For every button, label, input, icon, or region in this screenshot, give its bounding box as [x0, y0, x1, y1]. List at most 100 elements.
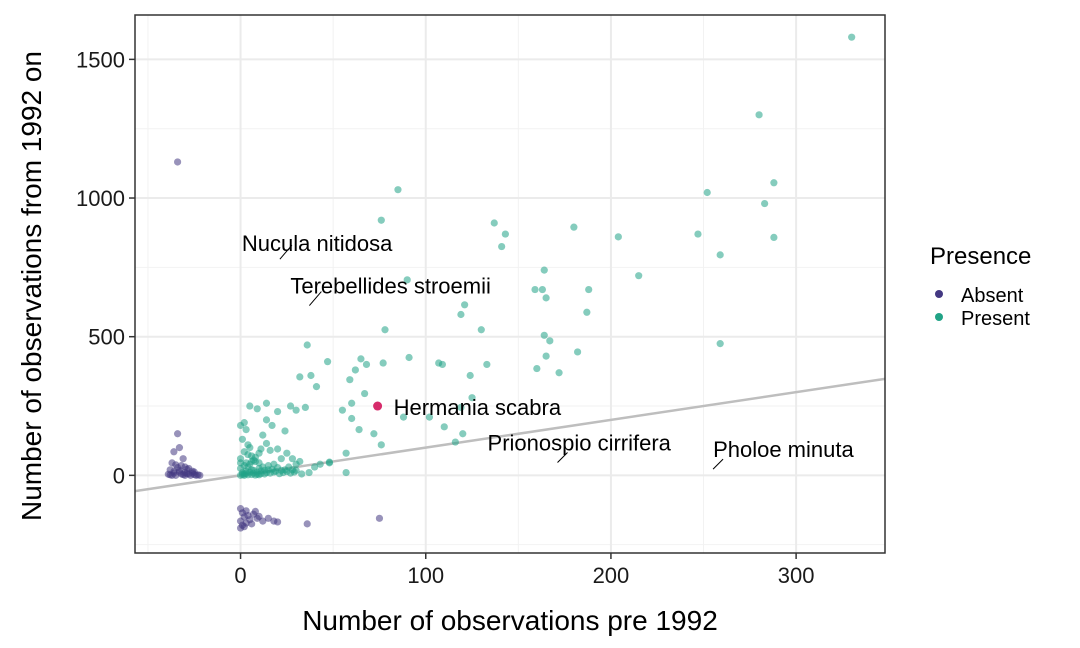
point-absent — [274, 518, 281, 525]
point-present — [239, 436, 246, 443]
point-absent — [191, 468, 198, 475]
point-present — [533, 365, 540, 372]
annotation-label: Prionospio cirrifera — [488, 430, 672, 455]
point-present — [394, 186, 401, 193]
point-absent — [170, 448, 177, 455]
point-present — [378, 217, 385, 224]
point-present — [546, 337, 553, 344]
point-present — [255, 459, 262, 466]
point-present — [370, 430, 377, 437]
point-present — [257, 445, 264, 452]
annotation-label: Hermania scabra — [394, 395, 562, 420]
point-present — [541, 332, 548, 339]
point-present — [281, 427, 288, 434]
point-absent — [165, 471, 172, 478]
point-present — [283, 450, 290, 457]
point-absent — [254, 515, 261, 522]
point-present — [348, 400, 355, 407]
point-present — [361, 390, 368, 397]
point-present — [268, 422, 275, 429]
legend-key-absent — [935, 290, 943, 298]
point-present — [244, 441, 251, 448]
point-present — [761, 200, 768, 207]
point-present — [263, 400, 270, 407]
point-present — [694, 230, 701, 237]
point-absent — [183, 470, 190, 477]
point-present — [343, 469, 350, 476]
point-present — [278, 455, 285, 462]
point-present — [405, 354, 412, 361]
point-present — [483, 361, 490, 368]
legend-label-absent: Absent — [961, 285, 1024, 307]
point-present — [363, 361, 370, 368]
point-present — [717, 340, 724, 347]
annotation-label: Nucula nitidosa — [242, 231, 393, 256]
legend-key-present — [935, 313, 943, 321]
point-present — [770, 234, 777, 241]
legend: Presence Absent Present — [930, 243, 1031, 330]
point-present — [635, 272, 642, 279]
y-tick-label: 0 — [113, 463, 125, 488]
point-present — [274, 445, 281, 452]
point-present — [352, 366, 359, 373]
y-tick-label: 500 — [88, 325, 125, 350]
point-present — [441, 423, 448, 430]
point-present — [346, 376, 353, 383]
x-tick-label: 100 — [407, 563, 444, 588]
point-present — [378, 441, 385, 448]
point-present — [380, 359, 387, 366]
point-present — [244, 451, 251, 458]
point-present — [237, 422, 244, 429]
y-axis-title: Number of observations from 1992 on — [16, 51, 47, 521]
point-present — [574, 348, 581, 355]
point-present — [459, 430, 466, 437]
point-absent — [304, 520, 311, 527]
legend-title: Presence — [930, 243, 1031, 270]
point-absent — [178, 462, 185, 469]
point-present — [311, 463, 318, 470]
point-present — [302, 404, 309, 411]
point-present — [478, 326, 485, 333]
point-absent — [180, 455, 187, 462]
point-absent — [174, 430, 181, 437]
point-present — [461, 301, 468, 308]
point-present — [254, 405, 261, 412]
point-present — [381, 326, 388, 333]
point-present — [539, 286, 546, 293]
point-present — [304, 341, 311, 348]
point-present — [615, 233, 622, 240]
point-present — [265, 466, 272, 473]
x-axis-title: Number of observations pre 1992 — [302, 605, 718, 636]
point-present — [541, 267, 548, 274]
point-present — [848, 34, 855, 41]
y-tick-label: 1000 — [76, 186, 125, 211]
point-absent — [376, 515, 383, 522]
point-present — [293, 467, 300, 474]
point-present — [263, 440, 270, 447]
point-present — [531, 286, 538, 293]
point-present — [585, 286, 592, 293]
legend-label-present: Present — [961, 308, 1030, 330]
point-present — [263, 416, 270, 423]
point-present — [502, 230, 509, 237]
point-present — [246, 402, 253, 409]
point-present — [326, 459, 333, 466]
x-tick-label: 200 — [593, 563, 630, 588]
point-present — [570, 224, 577, 231]
point-present — [324, 358, 331, 365]
point-present — [305, 469, 312, 476]
point-present — [543, 353, 550, 360]
point-present — [307, 372, 314, 379]
annotation-label: Pholoe minuta — [713, 437, 854, 462]
point-present — [313, 383, 320, 390]
point-absent — [237, 524, 244, 531]
point-absent — [174, 158, 181, 165]
point-present — [583, 309, 590, 316]
point-present — [357, 355, 364, 362]
point-present — [259, 432, 266, 439]
point-present — [755, 111, 762, 118]
point-present — [348, 415, 355, 422]
point-present — [704, 189, 711, 196]
point-present — [457, 311, 464, 318]
